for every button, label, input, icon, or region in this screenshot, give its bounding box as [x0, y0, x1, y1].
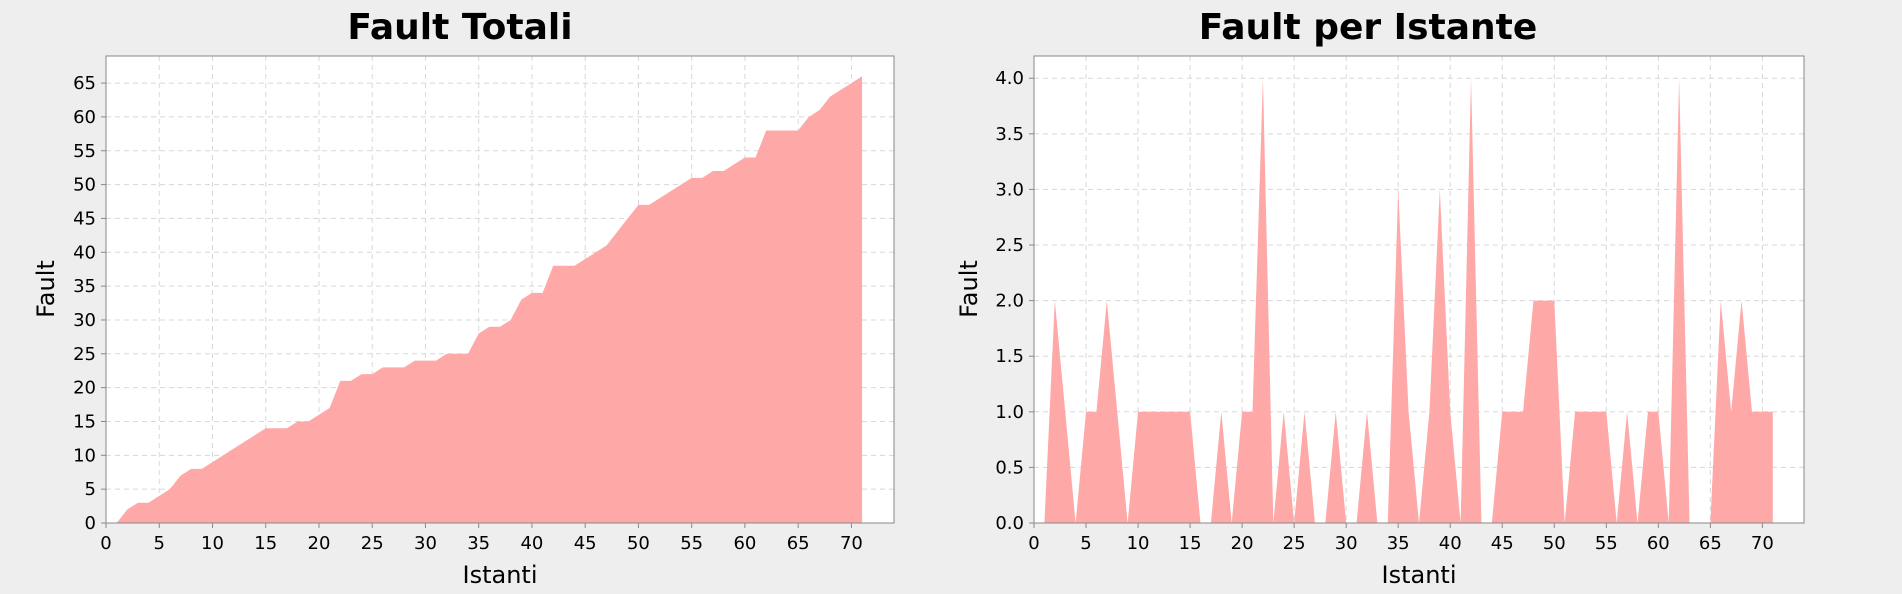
y-tick-label: 2.0	[995, 291, 1024, 312]
x-tick-label: 35	[1387, 533, 1410, 554]
y-tick-label: 3.0	[995, 179, 1024, 200]
y-tick-label: 60	[73, 107, 96, 128]
y-tick-label: 45	[73, 208, 96, 229]
chart-title: Fault Totali	[347, 7, 572, 48]
x-tick-label: 25	[361, 533, 384, 554]
y-axis-label: Fault	[32, 260, 60, 318]
x-tick-label: 40	[520, 533, 543, 554]
x-tick-label: 50	[627, 533, 650, 554]
y-tick-label: 35	[73, 276, 96, 297]
x-tick-label: 5	[154, 533, 165, 554]
x-tick-label: 55	[680, 533, 703, 554]
plot-frame	[1033, 55, 1805, 524]
y-tick-label: 50	[73, 175, 96, 196]
x-tick-label: 60	[1647, 533, 1670, 554]
x-tick-label: 15	[1179, 533, 1202, 554]
y-tick-label: 1.0	[995, 402, 1024, 423]
y-tick-label: 5	[85, 479, 96, 500]
data-area	[1044, 78, 1773, 523]
x-tick-label: 20	[1231, 533, 1254, 554]
plot-frame	[105, 55, 895, 524]
chart-fault-per-istante: Fault per Istante 0 5 10 15 20 25 30 35 40 45 50 55…	[955, 7, 1805, 589]
x-tick-label: 25	[1283, 533, 1306, 554]
x-tick-label: 65	[787, 533, 810, 554]
x-tick-label: 20	[308, 533, 331, 554]
x-tick-label: 15	[254, 533, 277, 554]
y-tick-label: 40	[73, 242, 96, 263]
x-tick-label: 5	[1080, 533, 1091, 554]
x-tick-label: 40	[1439, 533, 1462, 554]
x-tick-label: 70	[1751, 533, 1774, 554]
x-tick-label: 10	[1127, 533, 1150, 554]
x-axis-ticks: 0 5 10 15 20 25 30 35 40 45 50 55 60 65 70	[1028, 523, 1774, 554]
y-tick-label: 65	[73, 73, 96, 94]
y-tick-label: 0.5	[995, 457, 1024, 478]
x-tick-label: 35	[467, 533, 490, 554]
y-tick-label: 2.5	[995, 235, 1024, 256]
x-tick-label: 45	[574, 533, 597, 554]
y-tick-label: 4.0	[995, 68, 1024, 89]
x-axis-ticks: 0 5 10 15 20 25 30 35 40 45 50 55 60 65 70	[100, 523, 863, 554]
y-tick-label: 0.0	[995, 513, 1024, 534]
x-tick-label: 30	[414, 533, 437, 554]
x-tick-label: 30	[1335, 533, 1358, 554]
y-tick-label: 1.5	[995, 346, 1024, 367]
x-tick-label: 0	[100, 533, 111, 554]
x-axis-label: Istanti	[463, 561, 538, 589]
data-area	[116, 76, 863, 523]
y-tick-label: 30	[73, 310, 96, 331]
x-tick-label: 10	[201, 533, 224, 554]
y-axis-ticks: 0 5 10 15 20 25 30 35 40 45 50 55 60 65	[73, 73, 106, 534]
x-tick-label: 60	[733, 533, 756, 554]
y-tick-label: 25	[73, 344, 96, 365]
x-tick-label: 45	[1491, 533, 1514, 554]
y-tick-label: 3.5	[995, 124, 1024, 145]
y-tick-label: 20	[73, 378, 96, 399]
x-tick-label: 0	[1028, 533, 1039, 554]
y-tick-label: 15	[73, 411, 96, 432]
y-axis-label: Fault	[955, 260, 983, 318]
x-tick-label: 50	[1543, 533, 1566, 554]
y-axis-ticks: 0.0 0.5 1.0 1.5 2.0 2.5 3.0 3.5 4.0	[995, 68, 1034, 534]
x-tick-label: 70	[840, 533, 863, 554]
y-tick-label: 55	[73, 141, 96, 162]
x-tick-label: 65	[1699, 533, 1722, 554]
chart-title: Fault per Istante	[1199, 7, 1538, 48]
y-tick-label: 0	[85, 513, 96, 534]
x-tick-label: 55	[1595, 533, 1618, 554]
chart-fault-totali: Fault Totali 0 5 10 15 20 25 30 35 40 45 50 55 60 65 7…	[32, 7, 895, 589]
x-axis-label: Istanti	[1382, 561, 1457, 589]
y-tick-label: 10	[73, 445, 96, 466]
